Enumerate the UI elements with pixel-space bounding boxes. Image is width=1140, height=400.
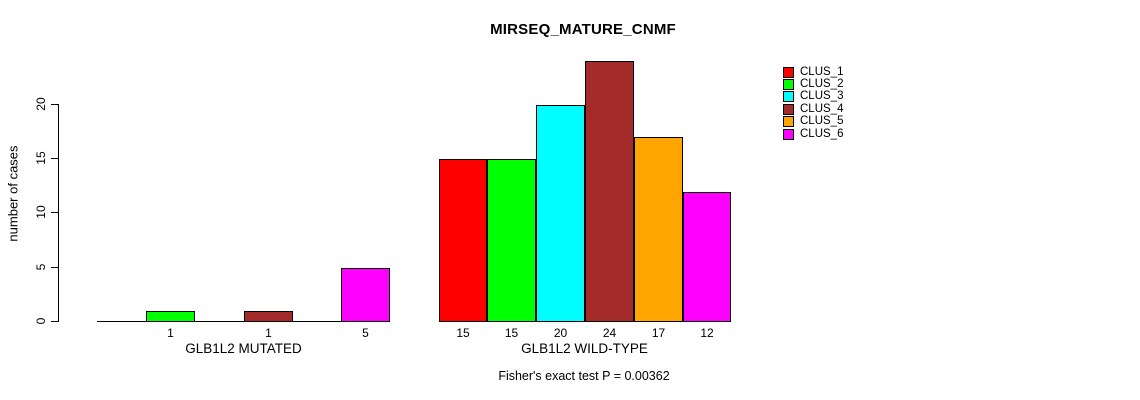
legend-swatch-clus_1 [783, 66, 794, 78]
bar-clus_2 [146, 311, 195, 322]
legend-item: CLUS_6 [783, 128, 843, 140]
legend-swatch-clus_4 [783, 103, 794, 115]
bar-value-label: 1 [265, 326, 272, 340]
category-label-mutated: GLB1L2 MUTATED [185, 341, 302, 356]
chart-title: MIRSEQ_MATURE_CNMF [490, 21, 676, 38]
legend-swatch-clus_6 [783, 128, 794, 140]
legend: CLUS_1 CLUS_2 CLUS_3 CLUS_4 CLUS_5 CLUS_6 [783, 66, 903, 156]
legend-item: CLUS_2 [783, 78, 843, 90]
bar-value-label: 24 [602, 326, 617, 340]
y-tick-label: 0 [34, 317, 48, 325]
legend-item: CLUS_4 [783, 103, 843, 115]
bar-clus_3 [536, 105, 585, 322]
bar-clus_5 [634, 137, 683, 322]
y-tick [51, 104, 59, 105]
y-tick [51, 212, 59, 213]
bar-value-label: 12 [700, 326, 714, 340]
legend-item: CLUS_3 [783, 91, 843, 103]
bar-value-label: 20 [553, 326, 568, 340]
legend-swatch-clus_5 [783, 116, 794, 128]
legend-swatch-clus_3 [783, 91, 794, 103]
bar-value-label: 5 [362, 326, 369, 340]
bar-clus_6 [341, 268, 390, 322]
bar-clus_4 [585, 61, 634, 322]
legend-item: CLUS_5 [783, 115, 844, 128]
legend-item: CLUS_1 [783, 66, 843, 78]
bar-value-label: 15 [456, 326, 470, 340]
y-tick [51, 267, 59, 268]
y-tick [51, 158, 59, 159]
y-tick [51, 321, 59, 322]
bar-value-label: 15 [504, 326, 519, 340]
legend-swatch-clus_2 [783, 78, 794, 90]
annotation-text: Fisher's exact test P = 0.00362 [498, 369, 670, 383]
bar-clus_2 [487, 159, 536, 322]
legend-label: CLUS_6 [800, 127, 844, 140]
bar-value-label: 17 [651, 326, 666, 340]
y-tick-label: 20 [34, 97, 48, 111]
legend-label: CLUS_4 [800, 102, 844, 115]
legend-label: CLUS_2 [800, 77, 844, 90]
x-baseline [97, 321, 390, 322]
y-tick-label: 15 [34, 151, 48, 165]
bar-clus_1 [439, 159, 487, 322]
y-axis-line [58, 104, 59, 322]
y-tick-label: 10 [34, 205, 48, 219]
bar-clus_4 [244, 311, 293, 322]
legend-label: CLUS_3 [800, 90, 844, 103]
bar-value-label: 1 [167, 326, 174, 340]
bar-clus_6 [683, 192, 731, 322]
category-label-wild-type: GLB1L2 WILD-TYPE [521, 341, 648, 356]
y-tick-label: 5 [34, 263, 48, 271]
legend-label: CLUS_1 [800, 65, 844, 78]
legend-label: CLUS_5 [800, 115, 844, 128]
